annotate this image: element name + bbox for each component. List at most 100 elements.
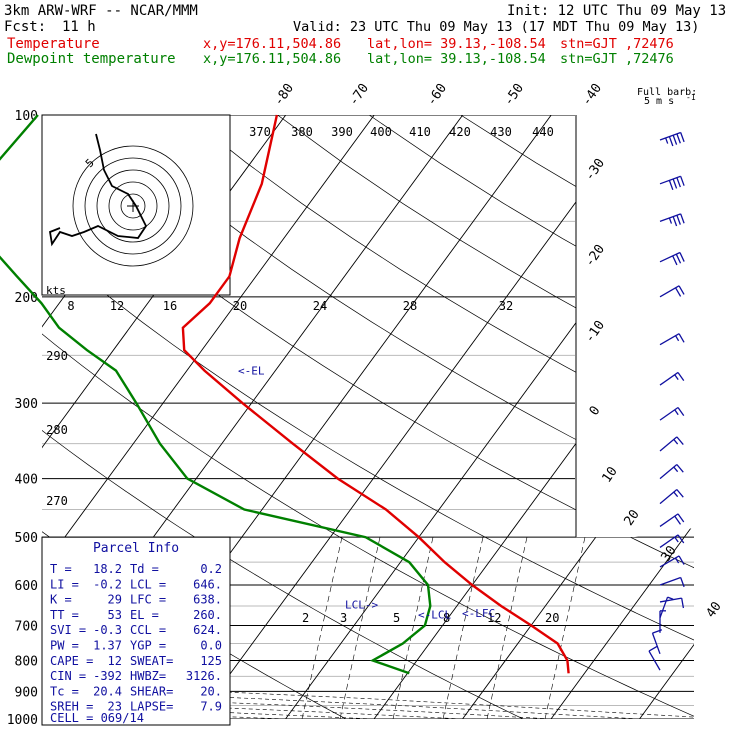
wind-barb-flag	[678, 555, 685, 565]
wind-barb-flag	[674, 374, 679, 381]
legend-temperature-station: stn=GJT ,72476	[560, 36, 674, 52]
isotherm-label: 40	[703, 599, 724, 620]
theta-label: 390	[331, 125, 353, 139]
parcel-info-value: 18.2	[93, 562, 122, 576]
wind-barb-flag	[680, 132, 685, 143]
level-marker-label: LCL->	[345, 598, 378, 611]
pressure-tick-label: 200	[15, 291, 38, 306]
wind-barb-flag	[668, 180, 674, 191]
wind-barb-flag	[674, 536, 679, 543]
hodograph-ring	[108, 181, 158, 231]
parcel-info-value: 7.9	[200, 700, 222, 714]
parcel-info-key: LI =	[50, 577, 79, 591]
pressure-tick-label: 400	[15, 473, 38, 488]
wind-barb-flag	[676, 464, 684, 473]
dewpoint-trace	[0, 114, 432, 675]
parcel-info-value: 0.0	[200, 639, 222, 653]
parcel-info-value: 1.37	[93, 639, 122, 653]
wind-barb-staff	[659, 213, 681, 222]
parcel-info-value: 53	[108, 608, 122, 622]
level-marker-label: <-LCL	[418, 609, 451, 622]
wind-barb-flag	[679, 252, 685, 262]
parcel-info-value: 20.	[200, 684, 222, 698]
parcel-info-key: LFC =	[130, 593, 166, 607]
wind-barb-staff	[659, 513, 679, 528]
pressure-tick-label: 1000	[7, 713, 38, 728]
wind-barb-flag	[672, 178, 678, 189]
wind-barb-flag	[675, 557, 680, 564]
parcel-info-panel: Parcel Info T = 18.2 Td = 0.2 LI = -0.2 LCL = 64…	[41, 536, 231, 726]
parcel-info-key: Td =	[130, 562, 159, 576]
parcel-info-box	[41, 536, 231, 726]
mixing-ratio-line	[301, 537, 343, 719]
theta-label: 380	[291, 125, 313, 139]
parcel-info-key: SHEAR=	[130, 684, 173, 698]
wind-barb-flag	[673, 491, 679, 498]
wind-barb-flag	[675, 335, 680, 342]
theta-label: 410	[409, 125, 431, 139]
legend-temperature-name: Temperature	[7, 36, 100, 52]
parcel-info-key: CAPE =	[50, 654, 93, 668]
hodograph-ring	[120, 193, 146, 219]
wind-barb-flag	[676, 436, 684, 445]
legend-dewpoint-xy: x,y=176.11,504.86	[203, 51, 342, 67]
wind-barb-flag	[672, 134, 678, 145]
pressure-tick-label: 300	[15, 397, 38, 412]
wind-barb-flag	[652, 629, 663, 634]
wind-barb-flag	[665, 137, 669, 144]
parcel-info-value: 23	[108, 700, 122, 714]
parcel-info-cell: CELL = 069/14	[50, 711, 144, 725]
wind-barb-flag	[678, 333, 685, 343]
hodograph-unit: kts	[46, 284, 66, 297]
wind-barb-flag	[676, 177, 681, 188]
wind-barb-staff	[648, 650, 661, 671]
wind-barb-staff	[659, 464, 678, 480]
wind-barb-flag	[667, 596, 674, 600]
mixing-ratio-line	[392, 537, 434, 719]
pressure-tick-label: 100	[15, 109, 38, 124]
wind-barb-staff	[659, 131, 681, 141]
barb-legend-unit-sup: -1	[686, 93, 696, 102]
wind-barb-flag	[648, 645, 658, 652]
temperature-trace	[181, 114, 570, 674]
parcel-info-key: YGP =	[130, 639, 166, 653]
dry-adiabat-curve	[185, 115, 694, 719]
wind-barb-flag	[680, 213, 685, 224]
hodograph-ring	[96, 169, 170, 243]
wind-barb-flag	[677, 534, 685, 544]
parcel-info-key: LCL =	[130, 577, 166, 591]
parcel-info-key: Tc =	[50, 684, 79, 698]
isotherm-line	[550, 115, 694, 719]
parcel-info-value: -0.3	[93, 623, 122, 637]
isotherm-label: 10	[599, 464, 620, 485]
parcel-info-value: -0.2	[93, 577, 122, 591]
wind-barb-flag	[668, 136, 674, 147]
wind-barb-flag	[674, 409, 679, 416]
parcel-info-value: 29	[108, 593, 122, 607]
isotherm-line	[42, 115, 375, 719]
parcel-info-key: SVI =	[50, 623, 86, 637]
legend-temperature-latlon: lat,lon= 39.13,-108.54	[367, 36, 546, 52]
model-title: 3km ARW-WRF -- NCAR/MMM	[4, 3, 198, 19]
pressure-tick-label: 600	[15, 579, 38, 594]
theta-e-label: 290	[46, 349, 68, 363]
legend-dewpoint-latlon: lat,lon= 39.13,-108.54	[367, 51, 546, 67]
parcel-info-value: 0.2	[200, 562, 222, 576]
parcel-info-value: 624.	[193, 623, 222, 637]
wind-barb-flag	[678, 285, 685, 295]
parcel-info-value: 260.	[193, 608, 222, 622]
parcel-info-key: CIN =	[50, 669, 86, 683]
parcel-info-value: 125	[200, 654, 222, 668]
wind-barb-staff	[659, 576, 681, 586]
parcel-info-value: 3126.	[186, 669, 222, 683]
wind-barb-staff	[659, 596, 669, 619]
wind-barb-flag	[675, 287, 682, 297]
wind-barb-staff	[659, 489, 678, 505]
wind-speed-axis-label: 12	[110, 299, 124, 313]
wind-barb-flag	[672, 255, 678, 266]
dry-adiabat-curve	[42, 115, 524, 719]
wind-barb-flag	[676, 214, 681, 225]
wind-speed-axis-label: 32	[499, 299, 513, 313]
theta-label: 420	[449, 125, 471, 139]
wind-speed-axis-label: 24	[313, 299, 327, 313]
